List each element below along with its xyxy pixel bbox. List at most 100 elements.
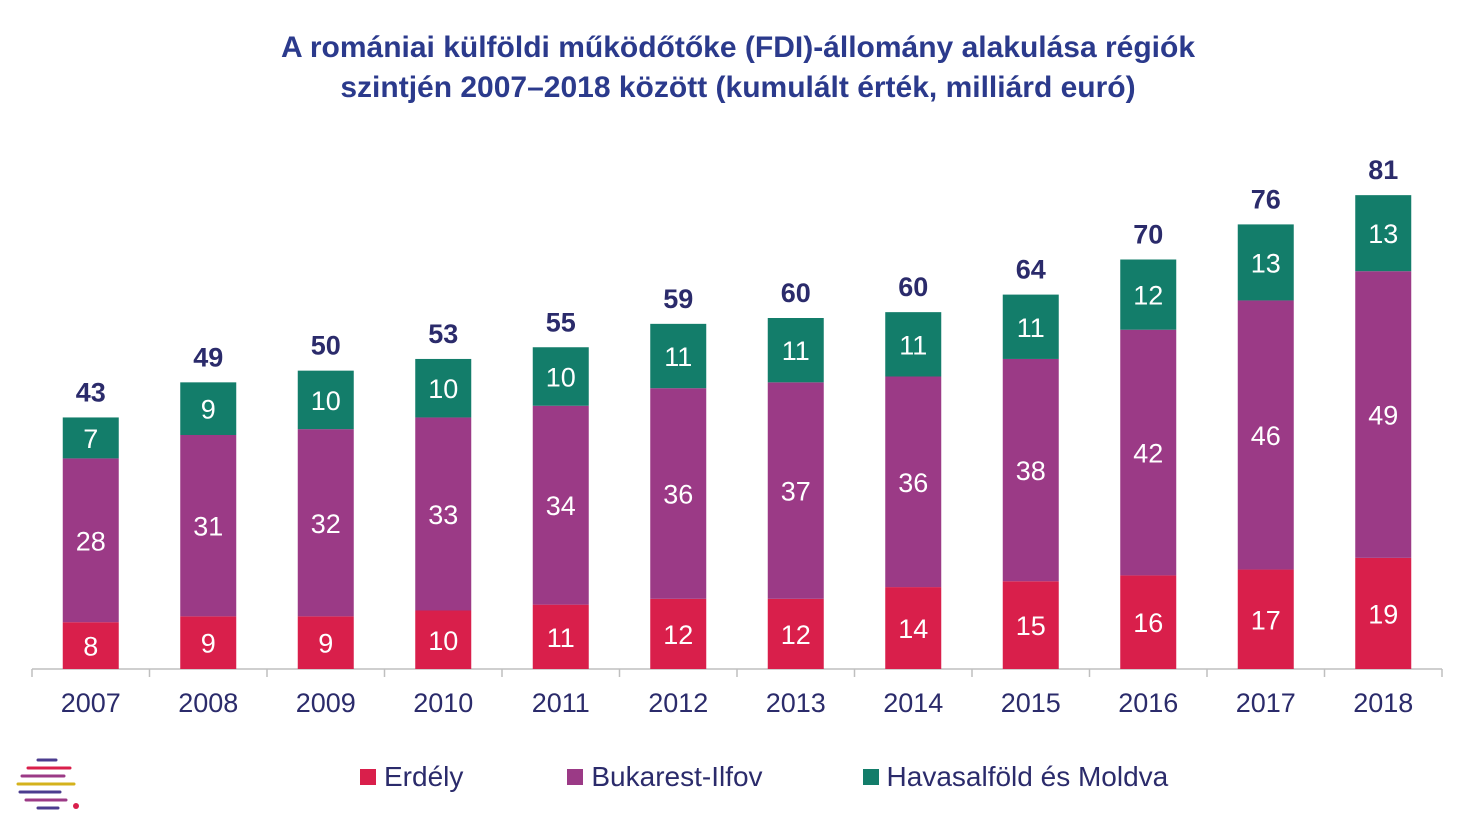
legend-swatch bbox=[862, 769, 879, 785]
bar-value-label: 10 bbox=[546, 363, 576, 393]
bar-total-label: 50 bbox=[311, 331, 341, 361]
bar-segment bbox=[62, 458, 119, 623]
bar-value-label: 10 bbox=[428, 626, 458, 656]
chart-title-line-2: szintjén 2007–2018 között (kumulált érté… bbox=[340, 71, 1136, 104]
bar-segment bbox=[180, 616, 237, 669]
x-tick-label: 2009 bbox=[296, 688, 356, 718]
bar-segment bbox=[297, 429, 354, 617]
bar-segment bbox=[532, 405, 589, 605]
bar-total-label: 49 bbox=[193, 342, 223, 372]
bar-value-label: 10 bbox=[428, 374, 458, 404]
bar-value-label: 11 bbox=[782, 336, 810, 366]
bar-segment bbox=[1237, 300, 1294, 570]
bar-segment bbox=[1002, 581, 1059, 669]
bar-segment bbox=[1120, 575, 1177, 669]
bar-total-label: 70 bbox=[1133, 220, 1163, 250]
bar-segment bbox=[885, 587, 942, 669]
bar-segment bbox=[62, 622, 119, 669]
bar-value-label: 15 bbox=[1016, 611, 1046, 641]
bar-segment bbox=[1120, 259, 1177, 330]
bar-value-label: 11 bbox=[664, 342, 692, 372]
bar-value-label: 11 bbox=[1017, 313, 1045, 343]
bar-value-label: 11 bbox=[547, 623, 575, 653]
bar-segment bbox=[650, 323, 707, 389]
bar-segment bbox=[1237, 224, 1294, 301]
brand-logo-icon bbox=[16, 758, 79, 810]
bar-segment bbox=[1355, 557, 1412, 669]
legend-swatch bbox=[360, 769, 376, 785]
bar-segment bbox=[1002, 358, 1059, 582]
bar-segment bbox=[767, 318, 824, 383]
bar-total-label: 60 bbox=[898, 272, 928, 302]
bar-segment bbox=[415, 358, 472, 418]
bar-total-label: 53 bbox=[428, 319, 458, 349]
bar-segment bbox=[415, 417, 472, 611]
bar-segment bbox=[885, 312, 942, 377]
x-tick-label: 2007 bbox=[61, 688, 121, 718]
bar-value-label: 33 bbox=[428, 500, 458, 530]
bar-segment bbox=[885, 376, 942, 588]
bar-total-label: 60 bbox=[781, 278, 811, 308]
x-tick-label: 2017 bbox=[1236, 688, 1296, 718]
legend-label: Erdély bbox=[384, 761, 464, 792]
legend-swatch bbox=[567, 769, 584, 785]
bar-segment bbox=[532, 604, 589, 669]
bar-segment bbox=[650, 388, 707, 599]
bar-segment bbox=[180, 435, 237, 617]
bar-segment bbox=[767, 598, 824, 669]
bar-segment bbox=[767, 382, 824, 599]
bar-segment bbox=[180, 382, 237, 435]
bar-value-label: 14 bbox=[898, 614, 928, 644]
legend-item: Havasalföld és Moldva bbox=[862, 761, 1169, 793]
bar-value-label: 34 bbox=[546, 491, 576, 521]
bar-value-label: 36 bbox=[663, 480, 693, 510]
bar-value-label: 13 bbox=[1368, 219, 1398, 249]
bar-value-label: 10 bbox=[311, 386, 341, 416]
x-tick-label: 2010 bbox=[413, 688, 473, 718]
bar-segment bbox=[62, 417, 119, 459]
bar-value-label: 16 bbox=[1133, 608, 1163, 638]
bar-total-label: 55 bbox=[546, 307, 576, 337]
bar-value-label: 46 bbox=[1251, 421, 1281, 451]
bar-value-label: 13 bbox=[1251, 248, 1281, 278]
x-tick-label: 2011 bbox=[532, 688, 590, 718]
bar-value-label: 7 bbox=[83, 424, 98, 454]
bar-total-label: 81 bbox=[1368, 155, 1398, 185]
bar-value-label: 38 bbox=[1016, 456, 1046, 486]
bar-segment bbox=[1120, 329, 1177, 576]
x-tick-label: 2015 bbox=[1001, 688, 1061, 718]
chart-title: A romániai külföldi működőtőke (FDI)-áll… bbox=[0, 28, 1476, 108]
bar-segment bbox=[297, 370, 354, 430]
x-tick-label: 2018 bbox=[1353, 688, 1413, 718]
bar-value-label: 32 bbox=[311, 509, 341, 539]
bar-value-label: 36 bbox=[898, 468, 928, 498]
bar-segment bbox=[297, 616, 354, 669]
bar-segment bbox=[1355, 271, 1412, 558]
bar-total-label: 64 bbox=[1016, 255, 1046, 285]
x-tick-label: 2014 bbox=[883, 688, 943, 718]
bar-value-label: 9 bbox=[201, 395, 216, 425]
bar-total-label: 76 bbox=[1251, 184, 1281, 214]
bar-segment bbox=[532, 347, 589, 406]
x-tick-label: 2016 bbox=[1118, 688, 1178, 718]
bar-value-label: 11 bbox=[899, 330, 927, 360]
bar-value-label: 31 bbox=[193, 512, 223, 542]
bar-segment bbox=[1002, 294, 1059, 359]
bar-value-label: 12 bbox=[663, 620, 693, 650]
bar-value-label: 19 bbox=[1368, 599, 1398, 629]
bar-total-label: 59 bbox=[663, 284, 693, 314]
bar-total-label: 43 bbox=[76, 377, 106, 407]
legend-label: Bukarest-Ilfov bbox=[591, 761, 763, 792]
bar-value-label: 8 bbox=[83, 632, 98, 662]
legend-label: Havasalföld és Moldva bbox=[886, 761, 1169, 792]
bar-value-label: 49 bbox=[1368, 401, 1398, 431]
bar-segment bbox=[650, 598, 707, 669]
legend-item: Erdély bbox=[360, 761, 463, 793]
x-tick-label: 2008 bbox=[178, 688, 238, 718]
bar-value-label: 12 bbox=[781, 620, 811, 650]
bar-value-label: 9 bbox=[201, 629, 216, 659]
bar-value-label: 9 bbox=[318, 629, 333, 659]
bar-value-label: 17 bbox=[1251, 605, 1281, 635]
bar-value-label: 12 bbox=[1133, 281, 1163, 311]
